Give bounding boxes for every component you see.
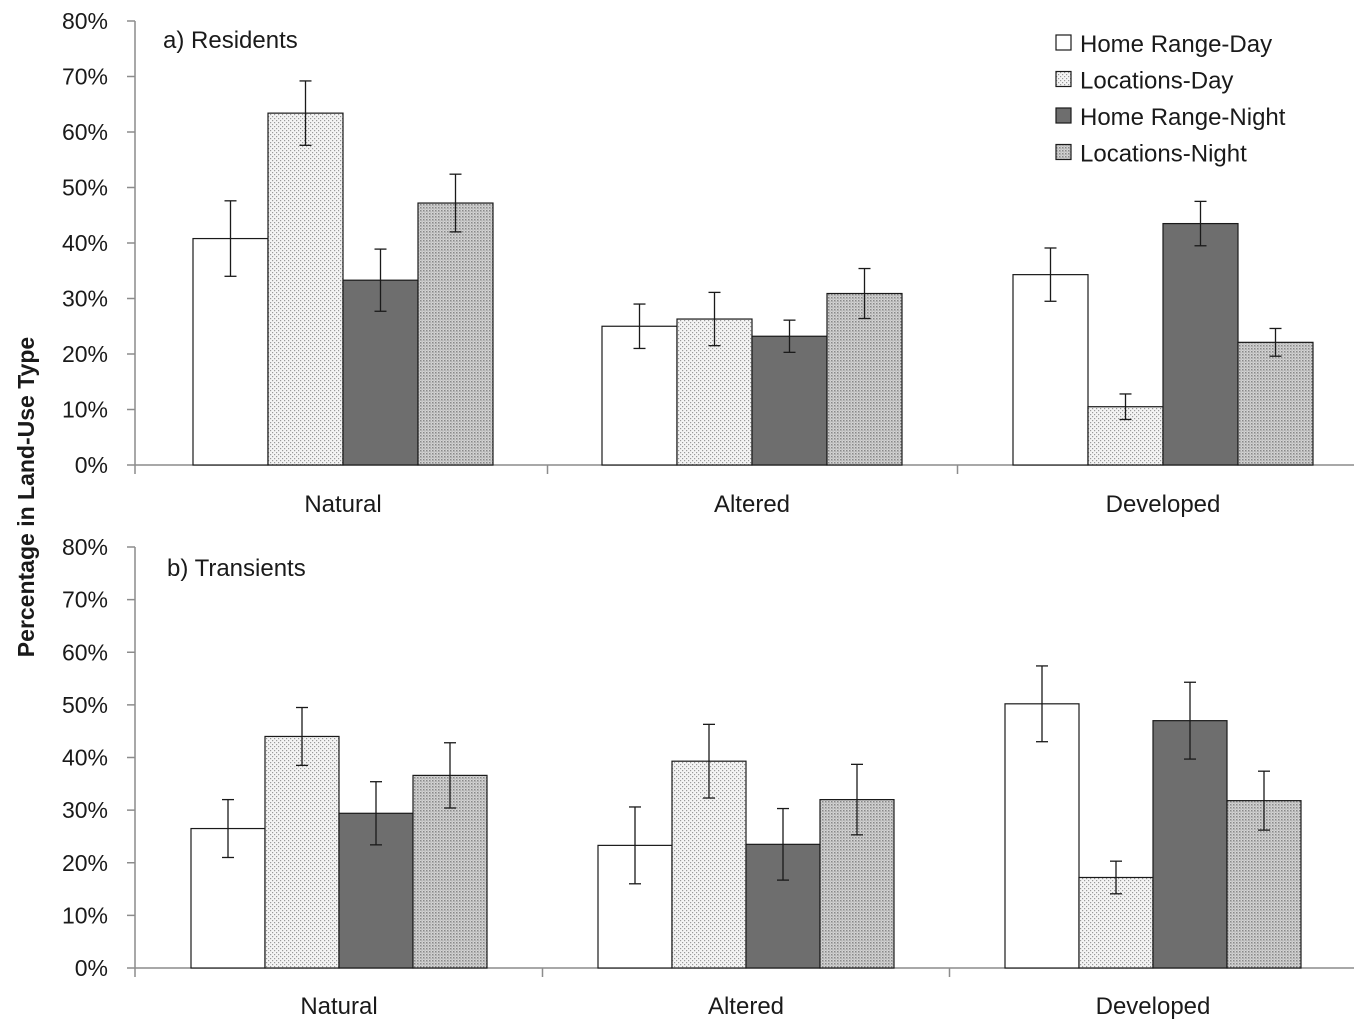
legend-swatch-locations-day	[1055, 70, 1072, 88]
panel-title: b) Transients	[167, 555, 306, 582]
y-tick-label: 40%	[62, 745, 108, 771]
legend-label: Locations-Night	[1080, 141, 1247, 168]
bar-locations-night-altered	[826, 292, 903, 466]
legend-label: Home Range-Night	[1080, 104, 1286, 131]
panel-title: a) Residents	[163, 27, 298, 54]
y-tick-label: 10%	[62, 397, 108, 423]
y-tick-label: 40%	[62, 230, 108, 256]
category-label-natural: Natural	[304, 491, 381, 518]
y-tick-label: 80%	[62, 8, 108, 34]
y-tick-label: 30%	[62, 286, 108, 312]
y-tick-label: 0%	[75, 955, 108, 981]
y-tick-label: 20%	[62, 341, 108, 367]
category-label-developed: Developed	[1096, 993, 1211, 1020]
category-label-natural: Natural	[300, 993, 377, 1020]
y-tick-label: 80%	[62, 534, 108, 560]
bar-locations-day-natural	[267, 112, 344, 466]
bar-home-range-night-altered	[751, 335, 828, 466]
y-tick-label: 10%	[62, 902, 108, 928]
category-label-altered: Altered	[708, 993, 784, 1020]
legend-swatch-home-range-night	[1055, 107, 1072, 124]
bar-locations-day-natural	[264, 735, 340, 969]
category-label-developed: Developed	[1106, 491, 1221, 518]
legend-label: Home Range-Day	[1080, 31, 1272, 58]
legend-swatch-home-range-day	[1055, 34, 1072, 51]
bar-home-range-day-developed	[1004, 703, 1080, 969]
legend: Home Range-Day Locations-Day Home Range-Ni…	[1055, 31, 1286, 168]
y-tick-label: 50%	[62, 175, 108, 201]
y-axis-label: Percentage in Land-Use Type	[13, 337, 39, 657]
category-label-altered: Altered	[714, 491, 790, 518]
bar-locations-night-natural	[417, 202, 494, 466]
legend-swatch-locations-night	[1055, 143, 1072, 161]
panel-transients: 0% 10% 20% 30% 40% 50% 60% 70% 80% b) Transients N…	[62, 534, 1354, 1020]
legend-label: Locations-Day	[1080, 68, 1233, 95]
y-tick-label: 50%	[62, 692, 108, 718]
y-tick-label: 70%	[62, 64, 108, 90]
bar-home-range-day-altered	[601, 325, 678, 466]
y-tick-label: 20%	[62, 850, 108, 876]
panel-residents: 0% 10% 20% 30% 40% 50% 60% 70% 80% a) Residents Na…	[62, 8, 1354, 518]
y-tick-label: 0%	[75, 452, 108, 478]
y-tick-label: 60%	[62, 119, 108, 145]
bar-locations-night-developed	[1237, 341, 1314, 466]
y-tick-label: 60%	[62, 639, 108, 665]
bar-home-range-night-developed	[1152, 720, 1228, 969]
y-tick-label: 30%	[62, 797, 108, 823]
bar-home-range-night-developed	[1162, 222, 1239, 466]
y-tick-label: 70%	[62, 587, 108, 613]
bar-home-range-day-developed	[1012, 274, 1089, 466]
